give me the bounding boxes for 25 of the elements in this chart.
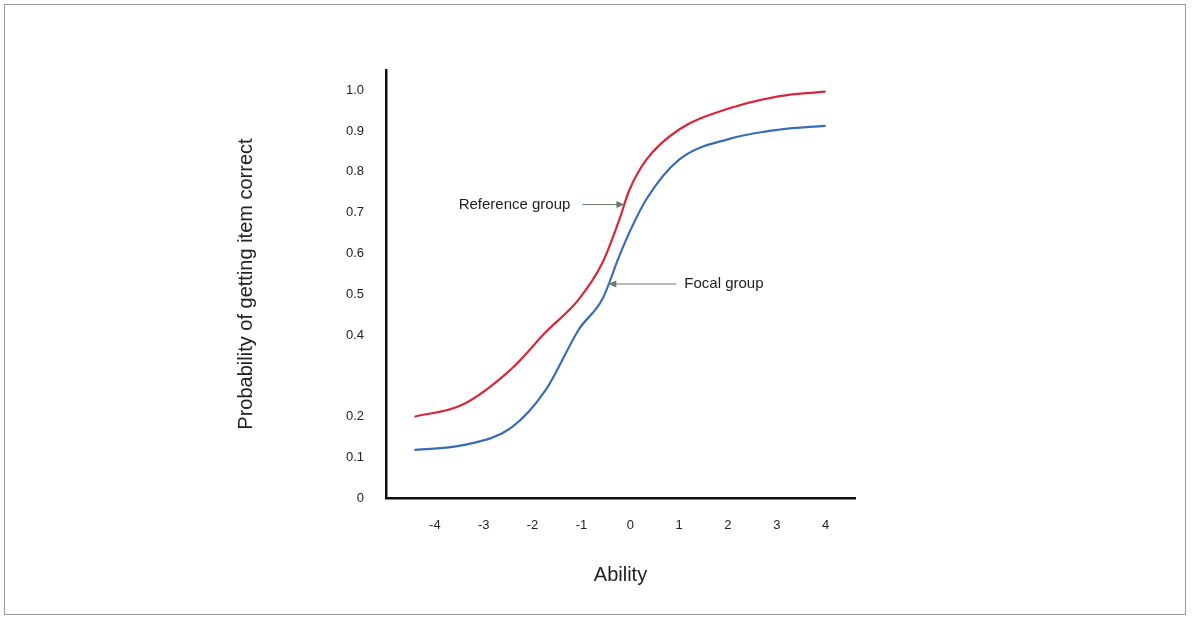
x-tick-label: 0 bbox=[626, 517, 634, 533]
x-tick-label: -3 bbox=[477, 517, 490, 533]
y-tick-label: 0.5 bbox=[345, 285, 364, 301]
x-axis-title: Ability bbox=[593, 562, 648, 585]
x-tick-label: -2 bbox=[526, 517, 539, 533]
line-series bbox=[414, 90, 826, 418]
x-tick-label: -1 bbox=[575, 517, 588, 533]
x-tick-label: 4 bbox=[822, 517, 830, 533]
x-tick-label: 2 bbox=[724, 517, 732, 533]
y-tick-label: 0.4 bbox=[345, 326, 364, 342]
y-tick-label: 1.0 bbox=[345, 81, 364, 97]
y-tick-label: 0.2 bbox=[345, 408, 364, 424]
y-tick-label: 0.8 bbox=[345, 163, 364, 179]
y-tick-label: 0.1 bbox=[345, 448, 364, 464]
y-tick-label: 0.9 bbox=[345, 122, 364, 138]
annotation: Reference group bbox=[458, 194, 571, 212]
x-tick-label: 1 bbox=[675, 517, 683, 533]
y-axis-title: Probability of getting item correct bbox=[233, 137, 256, 430]
y-tick-label: 0 bbox=[356, 489, 364, 505]
x-tick-label: 3 bbox=[773, 517, 781, 533]
x-tick-label: -4 bbox=[429, 517, 441, 533]
y-tick-label: 0.7 bbox=[345, 204, 364, 220]
y-tick-label: 0.6 bbox=[345, 245, 364, 261]
line-series bbox=[414, 124, 826, 451]
annotation: Focal group bbox=[684, 274, 764, 292]
